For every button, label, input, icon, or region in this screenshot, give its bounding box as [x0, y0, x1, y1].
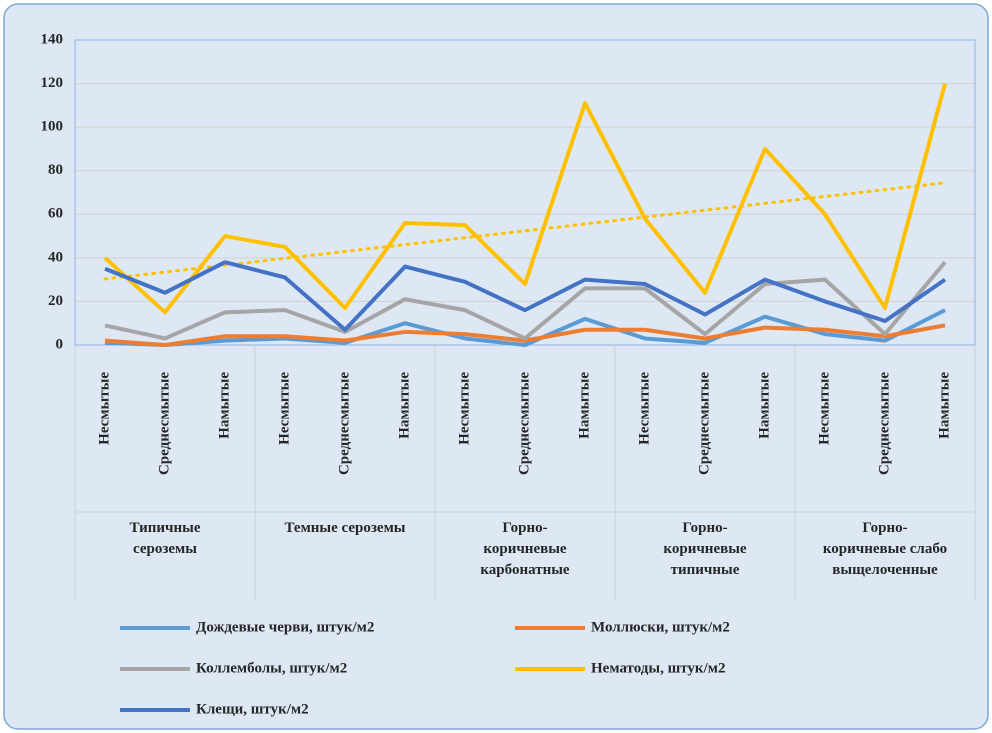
x-tick-label: Намытые: [756, 372, 772, 439]
series-line: [104, 323, 946, 347]
legend-label: Коллемболы, штук/м2: [196, 660, 347, 676]
x-tick-label: Среднесмытые: [876, 372, 892, 475]
group-label: Типичные сероземы: [129, 520, 201, 557]
series-line: [103, 83, 947, 315]
group-label: Горно- коричневые карбонатные: [480, 520, 570, 578]
legend-label: Моллюски, штук/м2: [591, 619, 730, 635]
x-tick-label: Среднесмытые: [336, 372, 352, 475]
y-tick-label: 20: [48, 293, 63, 309]
series-line: [104, 260, 947, 341]
x-tick-label: Намытые: [396, 372, 412, 439]
x-tick-label: Намытые: [936, 372, 952, 439]
y-tick-label: 140: [41, 31, 64, 47]
x-tick-label: Среднесмытые: [156, 372, 172, 475]
y-tick-label: 120: [41, 75, 64, 91]
legend-label: Дождевые черви, штук/м2: [196, 619, 374, 635]
x-tick-label: Несмытые: [636, 372, 652, 445]
y-tick-label: 40: [48, 249, 63, 265]
y-tick-label: 100: [41, 119, 64, 135]
y-tick-label: 60: [48, 206, 63, 222]
legend-label: Клещи, штук/м2: [196, 701, 309, 717]
x-tick-label: Несмытые: [456, 372, 472, 445]
group-label: Горно- коричневые типичные: [663, 520, 747, 578]
y-tick-label: 0: [56, 336, 64, 352]
x-tick-label: Среднесмытые: [696, 372, 712, 475]
group-label: Горно- коричневые слабо выщелоченные: [822, 520, 948, 578]
x-tick-label: Намытые: [576, 372, 592, 439]
y-tick-label: 80: [48, 162, 63, 178]
group-label: Темные сероземы: [284, 520, 406, 536]
legend-label: Нематоды, штук/м2: [591, 660, 725, 676]
x-tick-label: Несмытые: [276, 372, 292, 445]
trendline: [103, 181, 947, 281]
series-line: [104, 260, 947, 332]
x-tick-label: Намытые: [216, 372, 232, 439]
x-tick-label: Среднесмытые: [516, 372, 532, 475]
x-tick-label: Несмытые: [96, 372, 112, 445]
chart-frame: [3, 3, 989, 730]
x-tick-label: Несмытые: [816, 372, 832, 445]
